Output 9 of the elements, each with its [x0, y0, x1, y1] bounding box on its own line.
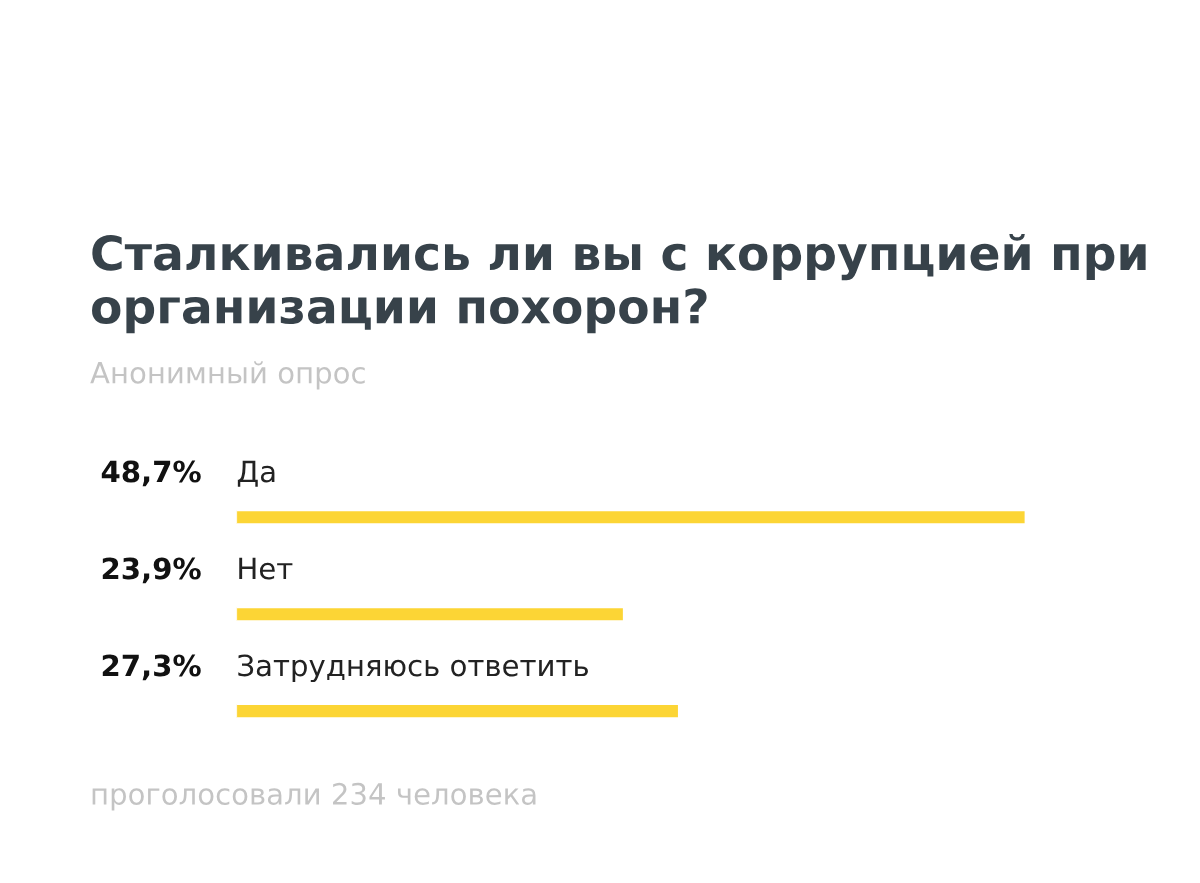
chart-subtitle: Анонимный опрос	[90, 361, 365, 390]
y-tick-label: Нет	[239, 557, 293, 580]
data-label: 48,7%	[101, 460, 201, 487]
data-label: 27,3%	[102, 654, 201, 681]
chart-title: Сталкивались ли вы с коррупцией при организации похорон?	[92, 233, 1146, 334]
data-label: 23,9%	[102, 557, 201, 584]
y-tick-label: Затрудняюсь ответить	[238, 654, 588, 683]
y-tick-label: Да	[237, 460, 275, 487]
text: проголосовали 234 человека	[92, 782, 536, 811]
